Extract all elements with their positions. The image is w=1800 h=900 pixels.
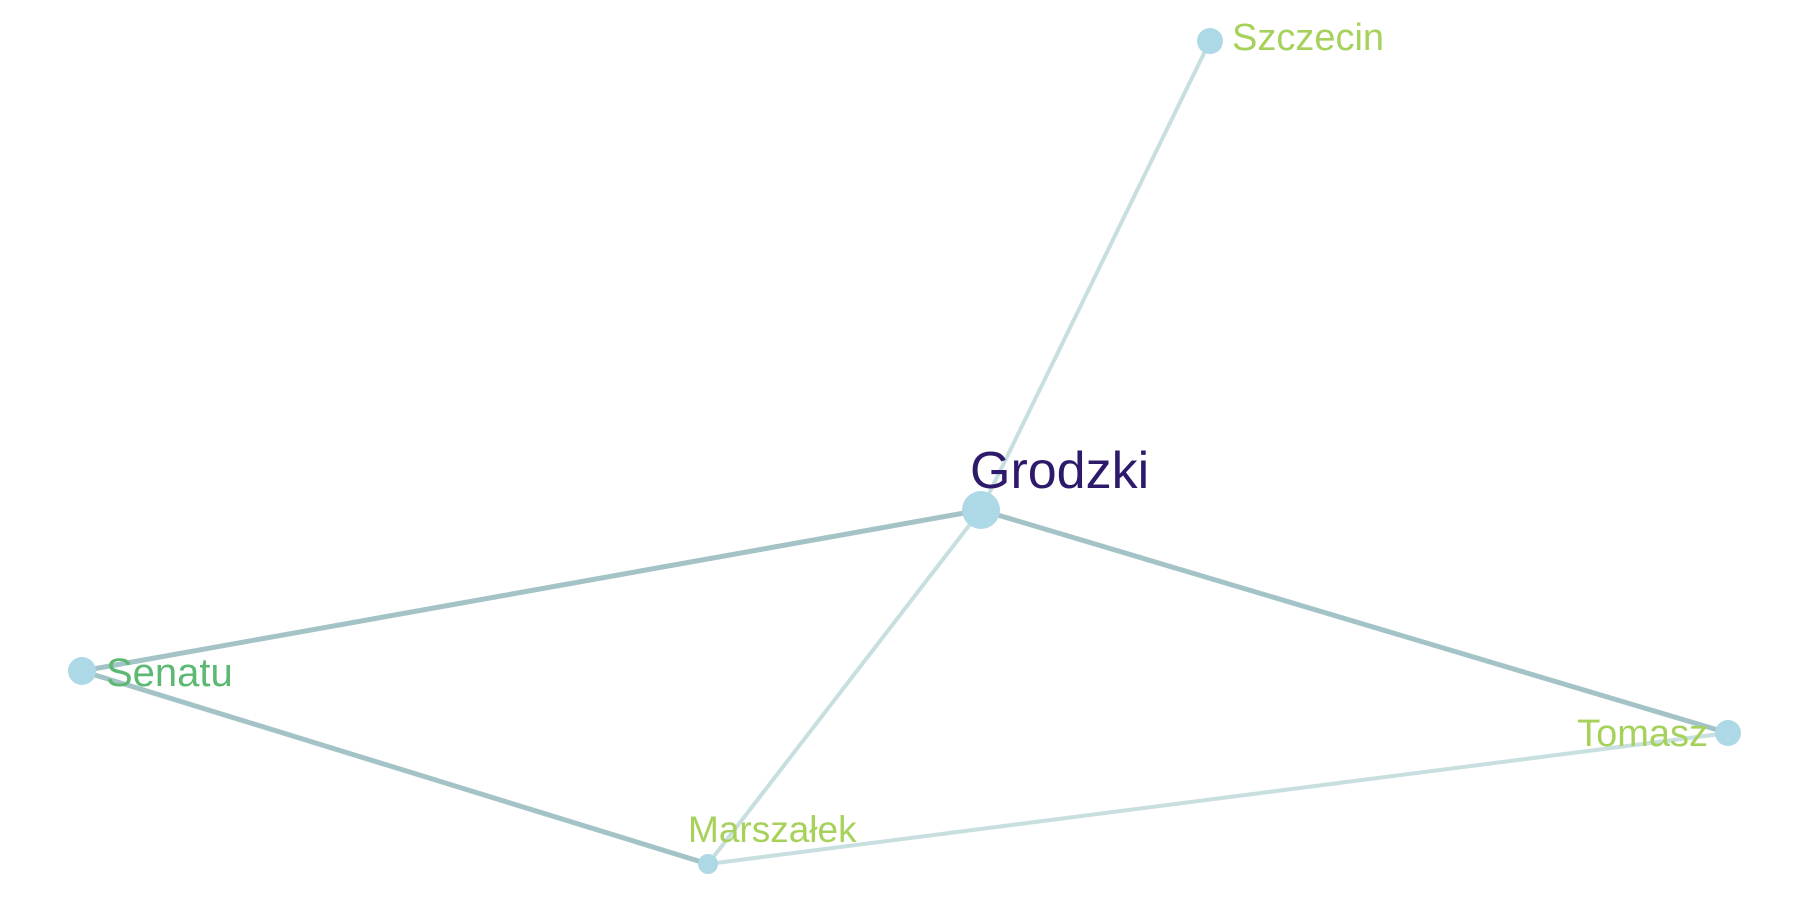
- node-label-tomasz: Tomasz: [1577, 713, 1708, 755]
- edge-senatu-marszalek: [79, 668, 711, 867]
- node-grodzki: [962, 491, 1000, 529]
- edge-marszalek-tomasz: [706, 731, 1730, 866]
- node-label-grodzki: Grodzki: [970, 442, 1149, 500]
- labels-layer: Grodzki Szczecin Senatu Marszałek Tomasz: [106, 17, 1708, 850]
- node-marszalek: [698, 854, 718, 874]
- edge-grodzki-tomasz: [978, 507, 1731, 736]
- edges-layer: [79, 39, 1731, 867]
- node-szczecin: [1197, 28, 1223, 54]
- node-label-marszalek: Marszałek: [688, 809, 857, 850]
- nodes-layer: [68, 28, 1741, 874]
- edge-grodzki-szczecin: [979, 39, 1212, 512]
- node-senatu: [68, 657, 96, 685]
- edge-grodzki-senatu: [79, 507, 984, 674]
- node-label-szczecin: Szczecin: [1232, 17, 1384, 59]
- node-label-senatu: Senatu: [106, 651, 233, 695]
- edge-grodzki-marszalek: [706, 508, 983, 866]
- node-tomasz: [1715, 720, 1741, 746]
